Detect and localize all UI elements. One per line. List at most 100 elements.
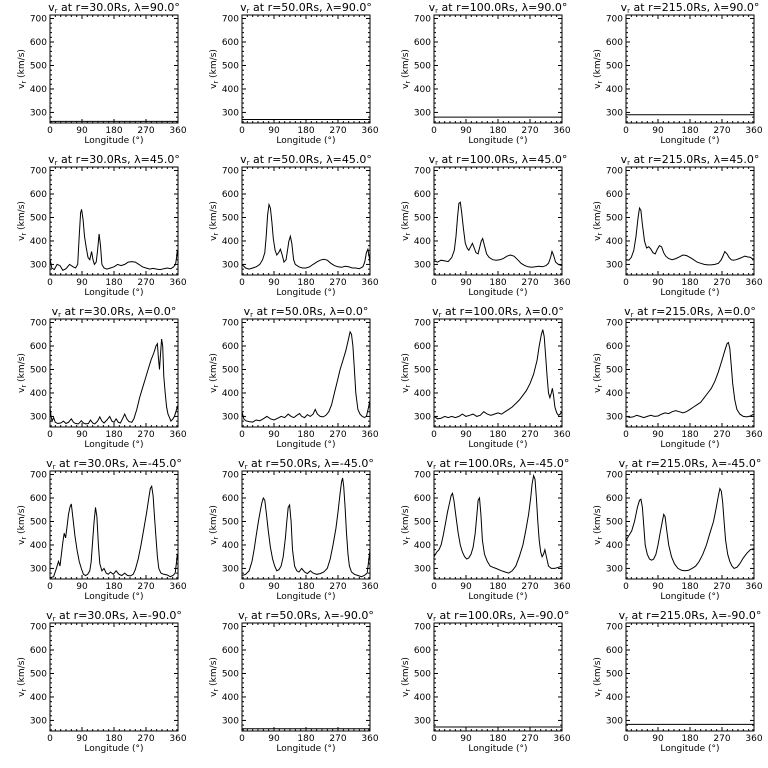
var-subscript: r — [58, 311, 61, 319]
subplot-title: vr at r=50.0Rs, λ=-45.0° — [238, 457, 374, 471]
y-tick-label: 600 — [606, 494, 623, 504]
subplot-title: vr at r=30.0Rs, λ=45.0° — [48, 153, 180, 167]
y-tick-label: 600 — [30, 646, 47, 656]
x-tick-label: 270 — [521, 734, 538, 744]
x-tick-label: 270 — [329, 278, 346, 288]
y-tick-label: 300 — [222, 108, 239, 118]
subplot-title: vr at r=215.0Rs, λ=0.0° — [624, 305, 756, 319]
y-tick-label: 600 — [414, 342, 431, 352]
y-tick-label: 600 — [30, 38, 47, 48]
plot-frame — [433, 470, 563, 580]
var-rest: (km/s) — [209, 505, 219, 537]
y-tick-label: 400 — [222, 389, 239, 399]
x-tick-label: 90 — [76, 582, 88, 592]
var-symbol: v — [17, 235, 27, 241]
y-tick-label: 300 — [606, 260, 623, 270]
y-tick-label: 300 — [414, 108, 431, 118]
var-subscript: r — [20, 233, 28, 236]
y-tick-label: 300 — [606, 716, 623, 726]
y-tick-label: 600 — [30, 342, 47, 352]
x-tick-label: 180 — [297, 734, 314, 744]
var-symbol: v — [401, 539, 411, 545]
y-tick-label: 400 — [414, 237, 431, 247]
y-tick-label: 500 — [30, 61, 47, 71]
x-axis-label: Longitude (°) — [276, 744, 335, 754]
y-axis-label: vr (km/s) — [17, 657, 28, 697]
x-axis-label: Longitude (°) — [276, 136, 335, 146]
y-tick-label: 700 — [414, 319, 431, 329]
y-tick-label: 600 — [606, 646, 623, 656]
x-tick-label: 180 — [681, 278, 698, 288]
var-subscript: r — [625, 463, 628, 471]
x-axis-label: Longitude (°) — [660, 744, 719, 754]
plot-frame — [625, 470, 755, 580]
x-tick-label: 360 — [553, 126, 570, 136]
x-tick-label: 0 — [623, 582, 629, 592]
var-subscript: r — [20, 537, 28, 540]
x-tick-label: 270 — [713, 126, 730, 136]
subplot-title: vr at r=30.0Rs, λ=-45.0° — [46, 457, 182, 471]
x-tick-label: 0 — [623, 278, 629, 288]
series-line — [625, 341, 755, 419]
subplot-title: vr at r=30.0Rs, λ=90.0° — [48, 1, 180, 15]
y-tick-label: 600 — [222, 494, 239, 504]
var-subscript: r — [212, 689, 220, 692]
var-subscript: r — [212, 233, 220, 236]
y-tick-label: 700 — [222, 15, 239, 25]
y-tick-label: 400 — [606, 541, 623, 551]
y-axis-label: vr (km/s) — [17, 505, 28, 545]
y-tick-label: 500 — [414, 61, 431, 71]
x-axis-label: Longitude (°) — [468, 592, 527, 602]
x-axis-label: Longitude (°) — [660, 592, 719, 602]
var-rest: at r=100.0Rs, λ=45.0° — [438, 153, 567, 166]
plot-frame — [433, 622, 563, 732]
y-tick-label: 700 — [222, 471, 239, 481]
y-tick-label: 700 — [606, 15, 623, 25]
x-tick-label: 90 — [76, 278, 88, 288]
x-tick-label: 270 — [137, 278, 154, 288]
x-tick-label: 270 — [713, 734, 730, 744]
subplot-14: vr at r=50.0Rs, λ=-45.0°3004005006007000… — [209, 457, 379, 602]
subplot-title: vr at r=215.0Rs, λ=-45.0° — [619, 457, 762, 471]
var-symbol: v — [209, 691, 219, 697]
x-tick-label: 360 — [361, 582, 378, 592]
y-tick-label: 500 — [606, 517, 623, 527]
var-rest: (km/s) — [593, 505, 603, 537]
x-tick-label: 0 — [239, 734, 245, 744]
x-tick-label: 0 — [623, 430, 629, 440]
y-tick-label: 400 — [606, 389, 623, 399]
y-tick-label: 300 — [606, 412, 623, 422]
var-symbol: v — [48, 153, 55, 166]
subplot-15: vr at r=100.0Rs, λ=-45.0°300400500600700… — [401, 457, 571, 602]
x-tick-label: 0 — [47, 126, 53, 136]
x-axis-label: Longitude (°) — [84, 288, 143, 298]
var-rest: (km/s) — [17, 353, 27, 385]
series-line — [241, 477, 371, 578]
y-tick-label: 400 — [414, 85, 431, 95]
x-tick-label: 270 — [521, 430, 538, 440]
y-tick-label: 700 — [414, 15, 431, 25]
var-symbol: v — [17, 83, 27, 89]
var-subscript: r — [250, 311, 253, 319]
y-tick-label: 500 — [222, 213, 239, 223]
x-tick-label: 180 — [681, 126, 698, 136]
series-line — [49, 338, 179, 425]
plot-frame — [241, 318, 371, 428]
var-subscript: r — [596, 537, 604, 540]
x-tick-label: 270 — [329, 582, 346, 592]
y-tick-label: 500 — [30, 669, 47, 679]
subplot-title: vr at r=215.0Rs, λ=-90.0° — [619, 609, 762, 623]
y-tick-label: 300 — [222, 564, 239, 574]
y-tick-label: 300 — [30, 564, 47, 574]
var-symbol: v — [619, 457, 626, 470]
y-tick-label: 300 — [414, 412, 431, 422]
x-tick-label: 360 — [553, 734, 570, 744]
x-tick-label: 90 — [652, 582, 664, 592]
x-tick-label: 180 — [681, 582, 698, 592]
var-symbol: v — [238, 609, 245, 622]
y-tick-label: 600 — [606, 342, 623, 352]
var-subscript: r — [20, 81, 28, 84]
var-rest: at r=215.0Rs, λ=45.0° — [630, 153, 759, 166]
